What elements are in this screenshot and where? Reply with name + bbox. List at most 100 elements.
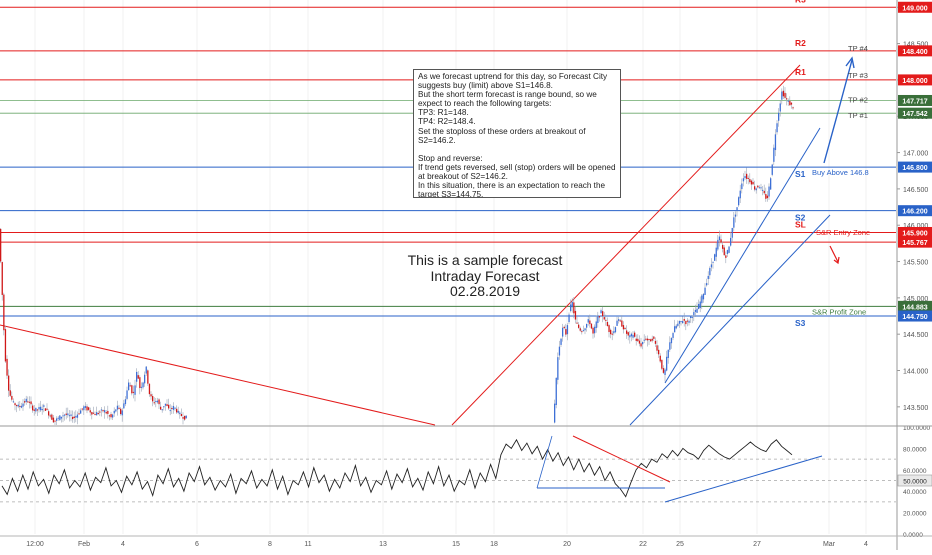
candle-body: [78, 413, 80, 415]
candle-body: [662, 368, 665, 373]
annotation-label: S&R Profit Zone: [812, 307, 866, 316]
candle-body: [619, 320, 621, 322]
trendline-support-1: [664, 127, 821, 384]
x-tick-label: 4: [121, 541, 125, 548]
candle-body: [763, 190, 765, 194]
candle-body: [36, 409, 39, 411]
x-tick-label: 15: [452, 541, 460, 548]
candle-body: [176, 408, 178, 413]
sample-label: This is a sample forecast Intraday Forec…: [380, 252, 590, 300]
price-badge-text: 147.717: [902, 98, 927, 105]
candle-body: [182, 417, 184, 419]
candle-body: [600, 310, 602, 314]
candle-body: [168, 404, 170, 409]
candle-body: [747, 177, 749, 179]
candle-body: [140, 386, 143, 388]
candle-body: [113, 410, 115, 414]
candle-body: [605, 319, 607, 321]
candle-body: [749, 179, 751, 183]
candle-body: [150, 394, 152, 397]
candle-body: [677, 323, 679, 326]
trendline-support-2: [629, 214, 831, 426]
candle-body: [563, 326, 565, 329]
level-label-r3: R3: [795, 0, 806, 4]
candle-body: [33, 409, 35, 411]
price-badge-s3: [898, 310, 932, 322]
candle-body: [12, 401, 15, 403]
annotation-label: S&R Entry Zone: [816, 228, 870, 237]
candle-body: [24, 401, 26, 403]
candle-body: [667, 349, 669, 358]
trend-lines: [0, 56, 855, 426]
price-badge-s1: [898, 161, 932, 173]
y-tick-label: 144.000: [903, 369, 928, 376]
candle-body: [100, 409, 103, 411]
candle-body: [156, 400, 159, 403]
x-tick-label: 18: [490, 541, 498, 548]
level-label-s3: S3: [795, 318, 806, 328]
candle-body: [11, 395, 13, 400]
candle-body: [27, 401, 29, 403]
candle-body: [126, 390, 128, 399]
candle-body: [557, 357, 559, 380]
candle-body: [171, 407, 173, 409]
y-tick-label: 145.500: [903, 260, 928, 267]
candle-body: [562, 327, 564, 337]
x-tick-label: 4: [864, 541, 868, 548]
candle-body: [134, 385, 136, 395]
candle-body: [766, 195, 769, 199]
rsi-support-rising: [664, 455, 823, 503]
candle-body: [712, 261, 714, 263]
x-tick-label: 27: [753, 541, 761, 548]
price-badge-tp3: [898, 94, 932, 106]
candle-body: [118, 407, 120, 409]
candle-body: [758, 187, 761, 189]
candle-body: [699, 301, 701, 309]
y-tick-label: 148.500: [903, 42, 928, 49]
candle-body: [152, 396, 154, 402]
candle-body: [105, 412, 107, 414]
candle-body: [790, 102, 793, 105]
candle-body: [132, 391, 135, 393]
candle-body: [614, 327, 617, 333]
candle-body: [84, 406, 87, 408]
candle-body: [64, 414, 66, 416]
candle-body: [643, 339, 645, 341]
candle-body: [683, 318, 685, 321]
rsi-series-line: [1, 438, 793, 498]
candle-body: [20, 405, 23, 408]
grid: [34, 0, 867, 534]
candle-body: [642, 342, 644, 345]
candle-body: [774, 134, 777, 151]
candle-body: [56, 418, 58, 421]
candle-body: [123, 403, 125, 409]
candle-body: [131, 385, 133, 394]
price-badge-pz: [898, 300, 932, 312]
candle-body: [565, 329, 567, 335]
candle-body: [624, 327, 626, 329]
candle-body: [44, 408, 47, 411]
candle-body: [75, 416, 77, 418]
candle-body: [67, 413, 69, 416]
x-tick-label: 12:00: [26, 541, 44, 548]
candle-body: [635, 338, 637, 341]
candle-body: [752, 181, 754, 185]
candle-body: [184, 415, 186, 420]
candle-body: [698, 303, 700, 309]
candle-body: [715, 247, 717, 257]
candle-body: [570, 304, 572, 311]
price-badge-s2: [898, 205, 932, 217]
rsi-value-badge-text: 50.0000: [903, 479, 927, 486]
candle-body: [616, 320, 618, 326]
candle-body: [702, 293, 705, 300]
price-badge-text: 145.900: [902, 230, 927, 237]
candle-body: [626, 330, 628, 334]
rsi-y-tick-label: 60.0000: [903, 468, 927, 475]
candle-body: [672, 333, 674, 338]
candle-body: [653, 336, 655, 339]
rsi-resistance: [572, 435, 671, 483]
candle-body: [678, 321, 681, 324]
y-tick-label: 146.000: [903, 223, 928, 230]
candle-body: [163, 406, 165, 408]
candle-body: [765, 194, 767, 199]
